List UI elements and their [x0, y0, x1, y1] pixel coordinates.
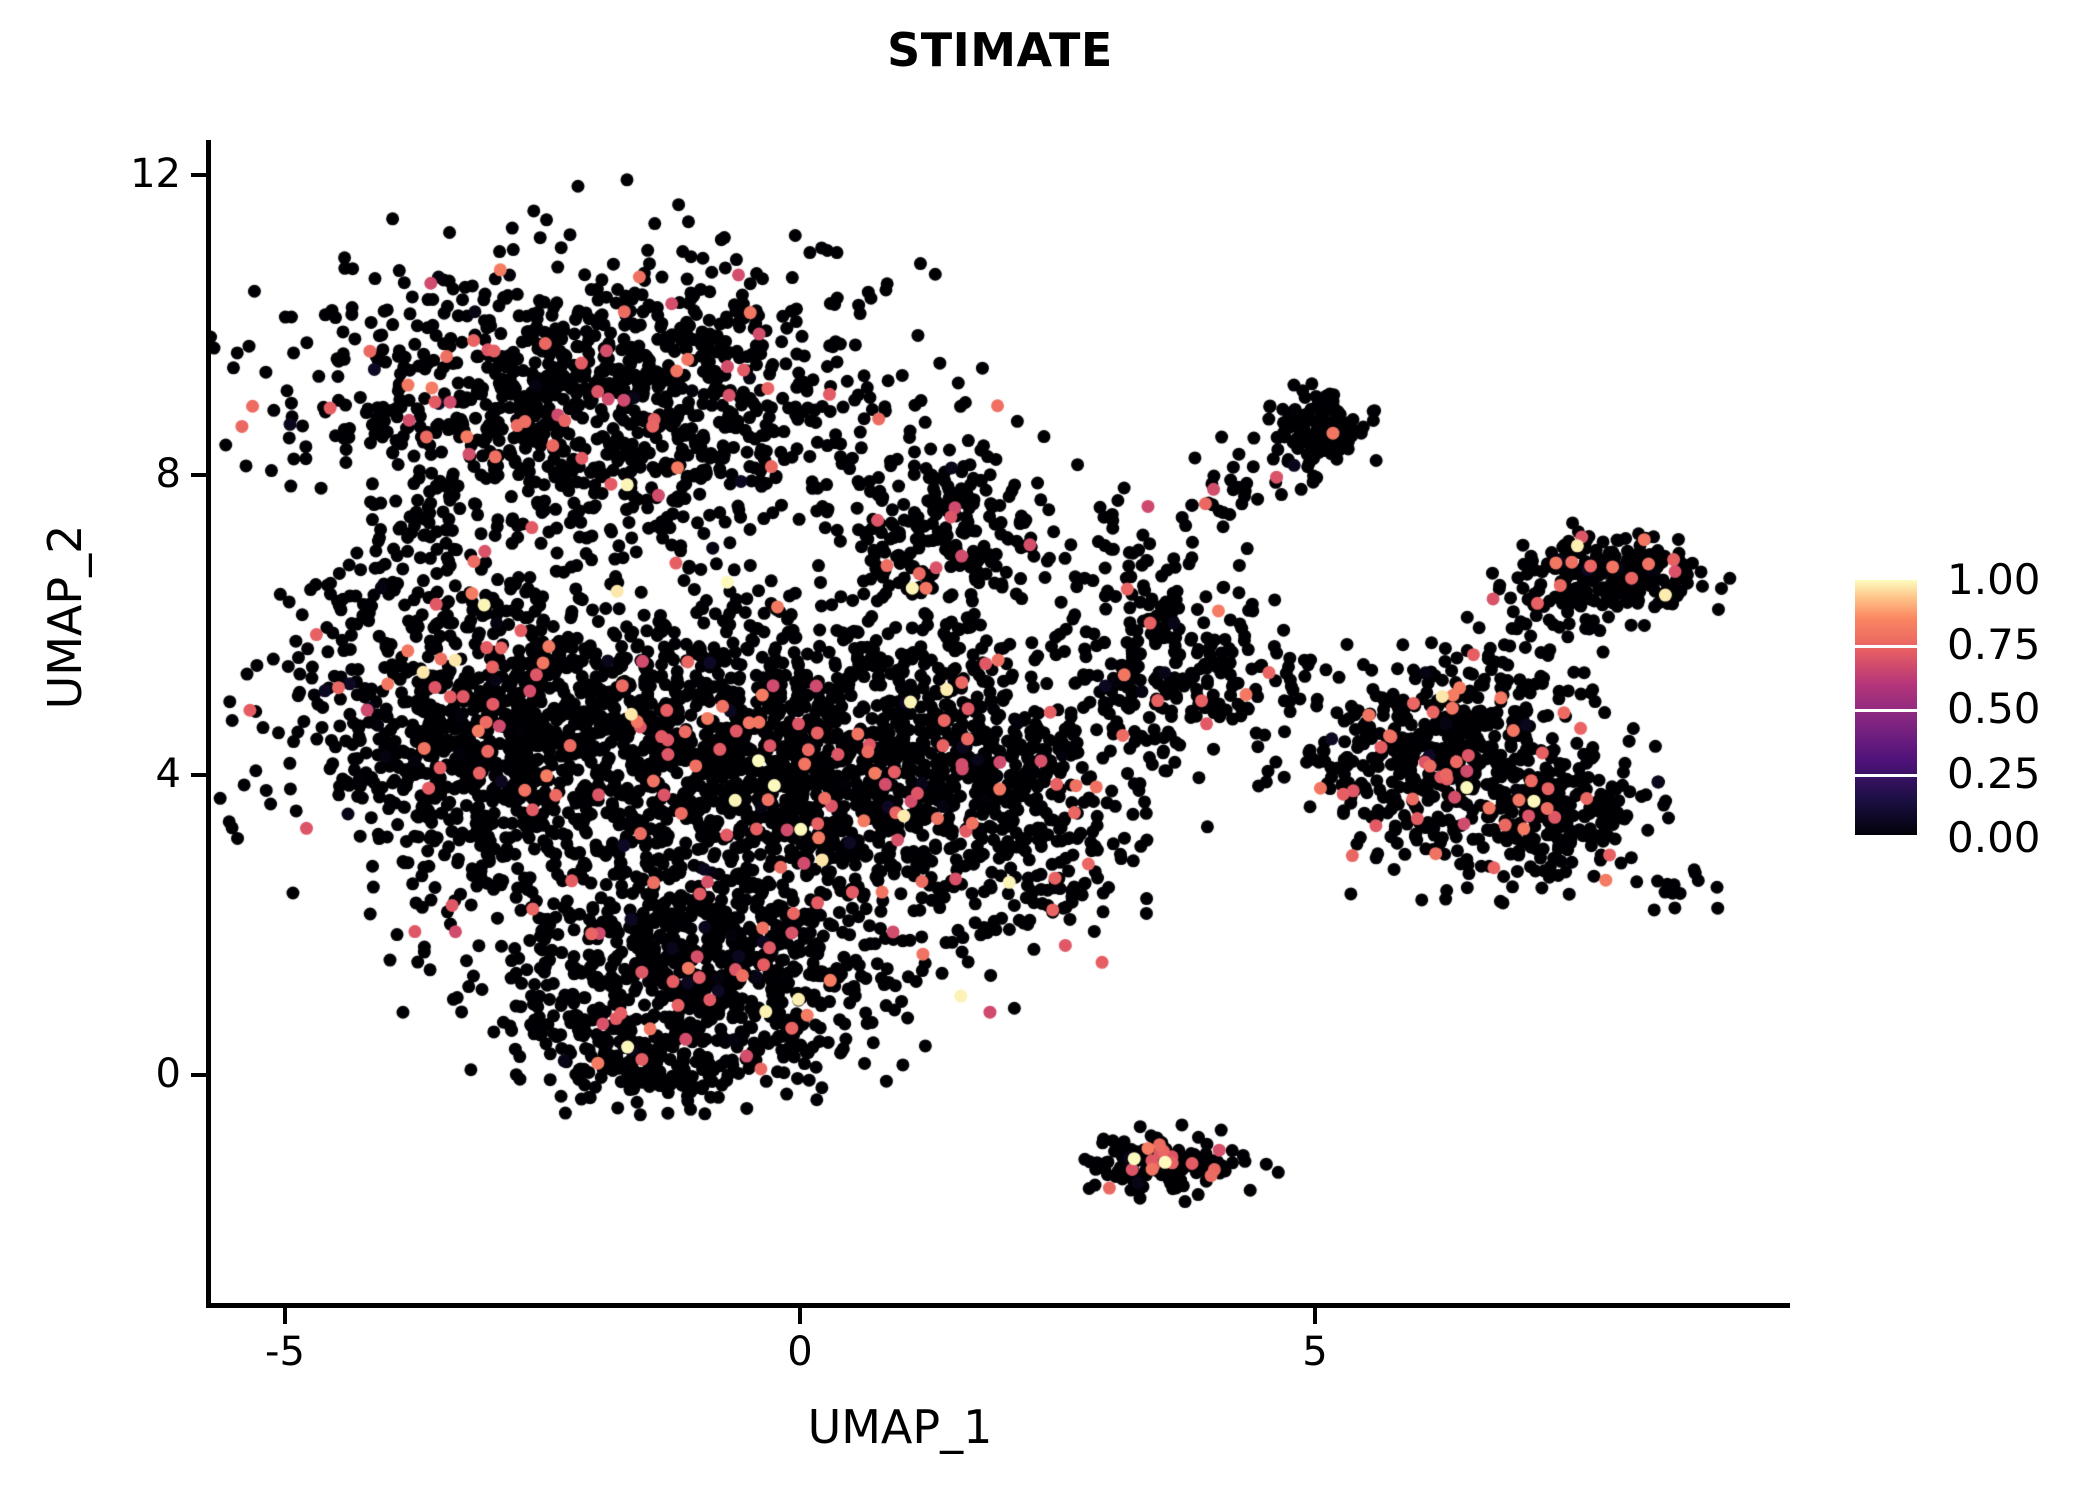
colorbar-tick-mark [1855, 709, 1917, 712]
x-axis-spine [206, 1303, 1790, 1308]
page-title: STIMATE [887, 23, 1113, 77]
y-tick-label: 4 [155, 751, 181, 797]
x-tick-label: 5 [1302, 1329, 1328, 1375]
y-tick-label: 8 [155, 451, 181, 497]
colorbar-tick-label: 1.00 [1947, 555, 2041, 604]
y-tick-mark [191, 773, 206, 777]
x-axis-title: UMAP_1 [807, 1400, 993, 1454]
y-axis-spine [206, 140, 211, 1308]
colorbar-tick-label: 0.50 [1947, 684, 2041, 733]
scatter-plot-area [210, 140, 1790, 1305]
y-tick-label: 12 [130, 151, 181, 197]
y-tick-label: 0 [155, 1051, 181, 1097]
x-tick-mark [798, 1308, 802, 1324]
y-tick-mark [191, 473, 206, 477]
scatter-points-canvas [210, 140, 1790, 1305]
colorbar-tick-label: 0.00 [1947, 813, 2041, 862]
x-tick-label: -5 [265, 1329, 305, 1375]
colorbar-tick-mark [1855, 773, 1917, 777]
y-tick-mark [191, 173, 206, 177]
colorbar-tick-label: 0.75 [1947, 619, 2041, 669]
colorbar-tick-label: 0.25 [1947, 748, 2041, 798]
colorbar-tick-mark [1855, 644, 1917, 648]
y-tick-mark [191, 1073, 206, 1077]
x-tick-mark [1313, 1308, 1317, 1324]
x-tick-mark [283, 1308, 287, 1324]
x-tick-label: 0 [787, 1329, 813, 1375]
colorbar-tick-mark [1855, 835, 1917, 838]
y-axis-title: UMAP_2 [38, 524, 92, 710]
